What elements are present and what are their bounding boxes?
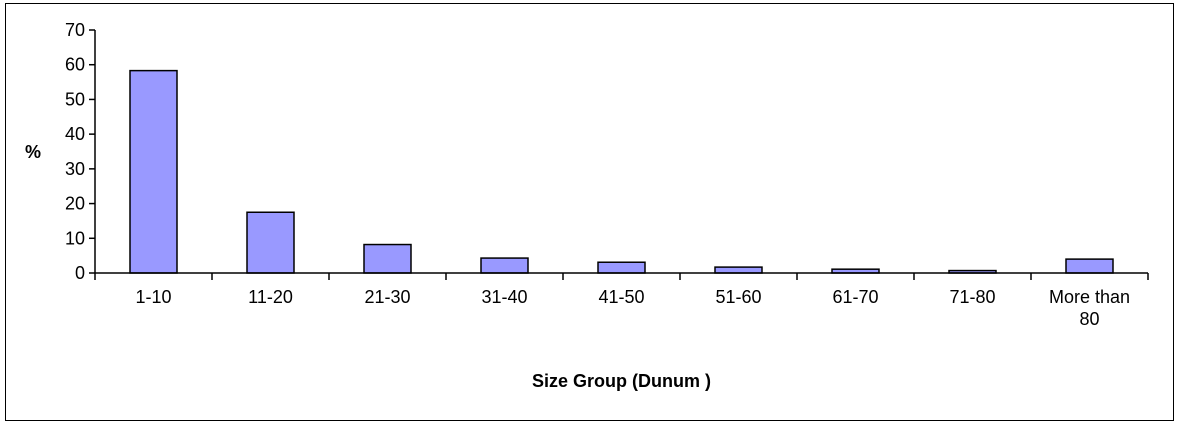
y-tick-label: 10: [65, 228, 85, 248]
y-tick-label: 0: [75, 263, 85, 283]
y-tick-label: 40: [65, 124, 85, 144]
y-tick-label: 30: [65, 159, 85, 179]
x-tick-label: 51-60: [715, 287, 761, 307]
x-axis-title: Size Group (Dunum ): [532, 371, 711, 391]
bar-21-30: [363, 243, 412, 274]
x-axis-ticks: 1-10 11-20 21-30 31-40 41-50 51-60 61-70 71-80 M…: [94, 273, 1149, 329]
x-tick-label: 61-70: [832, 287, 878, 307]
y-tick-label: 70: [65, 20, 85, 40]
chart-frame: [5, 3, 1174, 421]
bar-31-40: [480, 257, 529, 274]
x-tick-label: More than 80: [1049, 287, 1130, 329]
x-tick-label: 41-50: [598, 287, 644, 307]
x-tick-label: 71-80: [949, 287, 995, 307]
y-tick-label: 50: [65, 89, 85, 109]
y-tick-label: 60: [65, 55, 85, 75]
x-tick-label: 1-10: [135, 287, 171, 307]
bar-41-50: [597, 261, 646, 274]
bar-1-10: [129, 69, 178, 274]
y-axis-ticks: 0 10 20 30 40 50 60 70: [65, 20, 95, 283]
bars: [129, 69, 1114, 274]
x-tick-label: 11-20: [248, 287, 293, 307]
x-tick-label: 31-40: [481, 287, 527, 307]
bar-51-60: [714, 266, 763, 274]
y-axis-title: %: [25, 142, 41, 162]
bar-more-than-80: [1065, 258, 1114, 274]
x-tick-label: 21-30: [364, 287, 410, 307]
y-tick-label: 20: [65, 194, 85, 214]
bar-11-20: [246, 211, 295, 274]
